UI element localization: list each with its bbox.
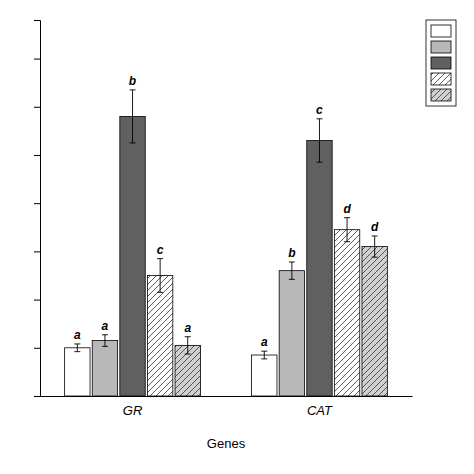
bar [307,141,332,396]
y-tick-line [34,155,40,156]
error-bar [104,335,105,347]
series [120,90,332,396]
y-tick [34,300,40,301]
x-tick-label: CAT [307,403,333,418]
error-cap [157,292,163,293]
marks [65,90,388,396]
y-tick-line [34,396,40,397]
error-bar [291,262,292,279]
legend-swatch [431,41,451,53]
error-cap [74,343,80,344]
y-tick-line [34,203,40,204]
y-tick [34,59,40,60]
y-tick [34,251,40,252]
legend-swatch [431,89,451,101]
error-bar [187,337,188,354]
error-cap [261,351,267,352]
legend [426,20,456,106]
bar [92,341,117,396]
y-tick [34,155,40,156]
annotation: d [371,220,379,234]
error-bar [160,259,161,293]
y-axis [34,21,41,397]
y-tick-line [34,59,40,60]
bar [334,230,359,396]
y-tick [34,107,40,108]
plot-area: a a a b b c c d a d GR CAT Genes [34,20,456,451]
x-axis-line [41,396,413,397]
y-tick-line [34,348,40,349]
annotation: b [129,74,136,88]
legend-frame [426,20,456,106]
x-axis-title: Genes [207,436,246,451]
error-cap [344,217,350,218]
error-bar [77,344,78,352]
annotation: b [288,246,295,260]
x-tick: CAT [307,396,333,418]
error-cap [102,334,108,335]
bar [252,355,277,396]
error-cap [102,346,108,347]
annotation: d [343,202,351,216]
y-axis-line [34,21,41,397]
annotation: c [316,103,323,117]
legend-swatch [431,57,451,69]
bar [362,247,387,396]
error-cap [185,336,191,337]
annotation: a [74,328,81,342]
error-cap [344,241,350,242]
series [175,236,387,396]
error-bar [319,119,320,162]
error-cap [289,261,295,262]
error-cap [74,351,80,352]
series [147,218,359,396]
x-tick: GR [123,396,142,418]
annotation: a [102,319,109,333]
bar [65,348,90,396]
y-tick-line [34,251,40,252]
error-cap [185,354,191,355]
error-cap [130,142,136,143]
bar [279,271,304,396]
error-cap [372,235,378,236]
y-tick [34,203,40,204]
error-bar [264,351,265,359]
error-cap [316,118,322,119]
annotation: a [261,335,268,349]
chart-svg: a a a b b c c d a d GR CAT Genes [0,0,474,474]
x-tick-label: GR [123,403,142,418]
bar [147,275,172,396]
bar [120,116,145,396]
error-cap [130,89,136,90]
legend-swatch [431,73,451,85]
chart-container: a a a b b c c d a d GR CAT Genes [0,0,474,474]
error-bar [347,218,348,242]
annotations: a a a b b c c d a d [74,74,379,349]
y-tick [34,396,40,397]
error-bar [132,90,133,143]
error-cap [316,162,322,163]
error-cap [157,258,163,259]
y-tick-line [34,107,40,108]
legend-swatch [431,25,451,37]
y-tick-line [34,300,40,301]
y-tick [34,348,40,349]
error-cap [261,358,267,359]
x-axis: GR CAT [41,396,413,418]
error-cap [289,279,295,280]
annotation: a [184,321,191,335]
annotation: c [157,243,164,257]
error-cap [372,257,378,258]
error-bar [374,236,375,257]
